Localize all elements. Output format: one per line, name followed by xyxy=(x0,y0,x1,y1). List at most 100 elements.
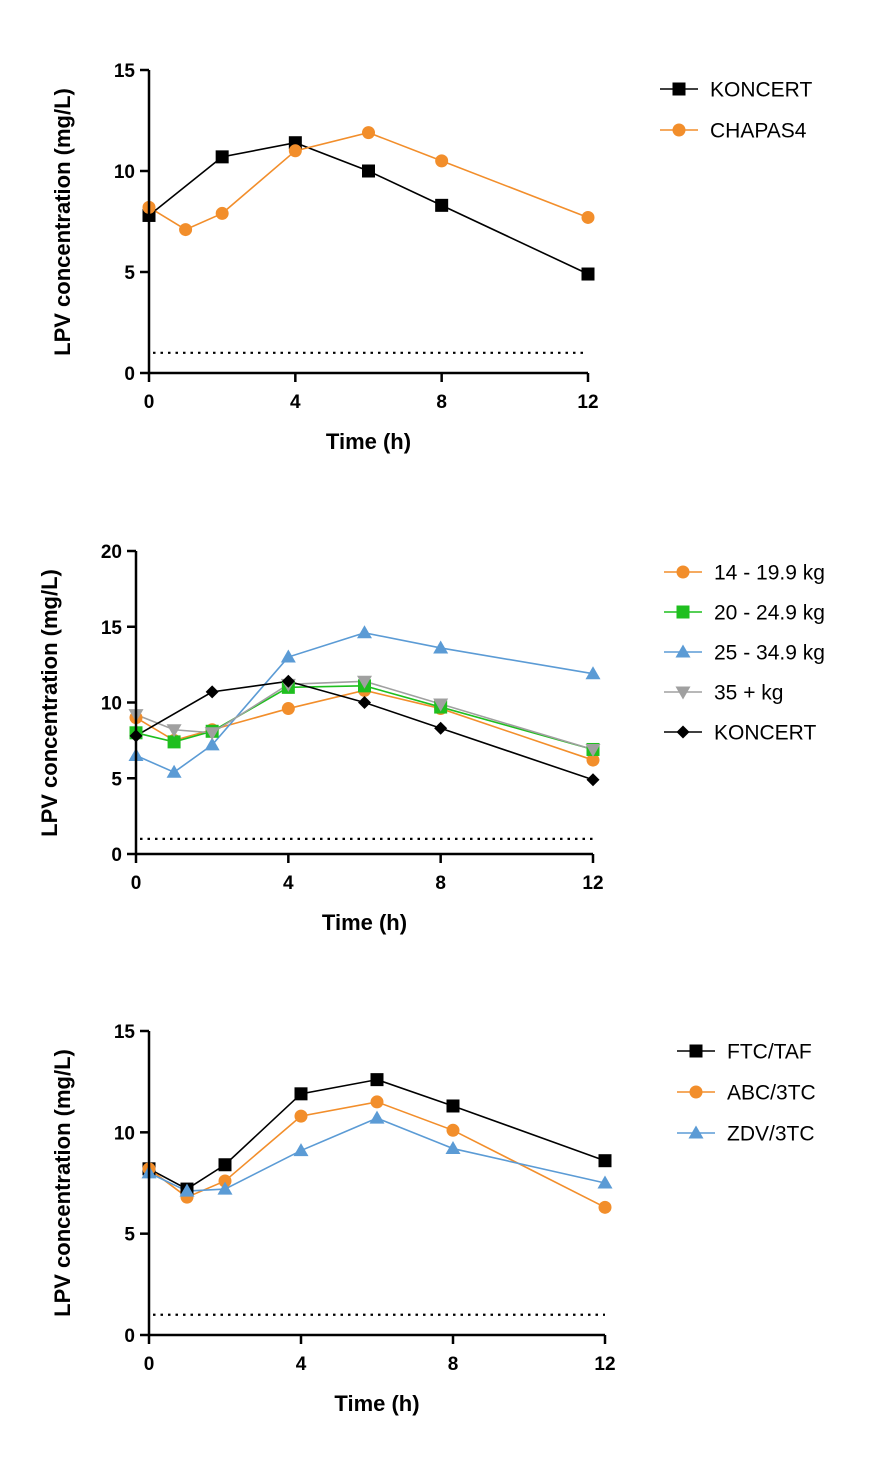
data-point-series-2 xyxy=(179,223,193,237)
legend-marker xyxy=(676,565,690,579)
series-line-3 xyxy=(148,1117,606,1192)
legend-label: 35 + kg xyxy=(714,682,783,705)
data-point-series-1 xyxy=(362,164,375,178)
y-tick-label: 0 xyxy=(111,845,122,866)
data-point-series-2 xyxy=(167,735,181,749)
y-tick-label: 5 xyxy=(124,263,135,284)
data-point-series-1 xyxy=(435,198,449,212)
x-axis-title: Time (h) xyxy=(334,1391,419,1416)
chart-panel-3: 0 5 10 15 0 4 8 12 Time (h) LPV concentration (mg… xyxy=(50,1022,816,1416)
y-tick-label: 5 xyxy=(111,769,122,790)
legend-marker xyxy=(689,1044,703,1058)
x-tick-label: 12 xyxy=(577,392,598,413)
data-point-series-1 xyxy=(218,1158,232,1172)
y-tick-label: 15 xyxy=(114,61,136,82)
data-point-series-3 xyxy=(166,764,182,778)
legend-marker xyxy=(689,1085,703,1099)
data-point-series-3 xyxy=(597,1175,613,1189)
data-point-series-1 xyxy=(598,1154,612,1168)
data-point-series-5 xyxy=(358,696,371,709)
legend: FTC/TAF ABC/3TC ZDV/3TC xyxy=(677,1041,816,1146)
x-axis-title: Time (h) xyxy=(326,429,411,454)
legend-marker xyxy=(675,644,691,658)
legend-marker xyxy=(672,123,686,137)
data-point-series-2 xyxy=(370,1095,384,1109)
x-tick-label: 4 xyxy=(283,873,294,894)
data-point-series-3 xyxy=(369,1110,385,1124)
data-point-series-5 xyxy=(586,773,600,787)
legend-marker xyxy=(675,686,691,700)
legend-marker xyxy=(676,725,690,739)
data-point-series-4 xyxy=(585,743,601,757)
data-point-series-1 xyxy=(370,1073,384,1087)
legend-label: ABC/3TC xyxy=(727,1082,816,1105)
y-axis-title: LPV concentration (mg/L) xyxy=(50,1049,75,1317)
y-axis-title: LPV concentration (mg/L) xyxy=(50,88,75,356)
x-tick-label: 8 xyxy=(448,1354,459,1375)
y-tick-label: 20 xyxy=(101,542,122,563)
legend-marker xyxy=(672,82,686,96)
data-point-series-4 xyxy=(204,727,220,741)
x-tick-label: 0 xyxy=(144,1354,155,1375)
legend-label: FTC/TAF xyxy=(727,1041,812,1064)
data-point-series-3 xyxy=(293,1143,309,1157)
data-point-series-2 xyxy=(215,206,229,220)
chart-panel-1: 0 5 10 15 0 4 8 12 Time (h) LPV concentration (mg… xyxy=(50,61,812,454)
legend-label: ZDV/3TC xyxy=(727,1123,815,1146)
y-tick-label: 0 xyxy=(124,364,135,385)
x-tick-label: 4 xyxy=(290,392,301,413)
legend: 14 - 19.9 kg 20 - 24.9 kg 25 - 34.9 kg 35 +… xyxy=(664,562,825,745)
data-point-series-5 xyxy=(205,685,219,699)
data-point-series-3 xyxy=(204,737,220,751)
data-point-series-2 xyxy=(362,126,375,140)
data-point-series-1 xyxy=(581,267,595,281)
y-tick-label: 0 xyxy=(124,1326,135,1347)
data-point-series-2 xyxy=(598,1200,612,1214)
data-point-series-2 xyxy=(581,210,595,224)
y-tick-label: 10 xyxy=(101,694,122,715)
data-point-series-3 xyxy=(585,666,601,680)
data-point-series-2 xyxy=(288,144,302,158)
y-tick-label: 10 xyxy=(114,1123,135,1144)
data-point-series-1 xyxy=(586,753,600,767)
data-point-series-4 xyxy=(357,675,372,689)
legend-marker xyxy=(676,605,690,619)
legend-label: 25 - 34.9 kg xyxy=(714,642,825,665)
x-tick-label: 0 xyxy=(131,873,142,894)
data-point-series-5 xyxy=(281,674,295,688)
data-point-series-2 xyxy=(294,1109,308,1123)
x-tick-label: 12 xyxy=(582,873,603,894)
data-point-series-2 xyxy=(218,1174,232,1188)
data-point-series-3 xyxy=(357,625,372,639)
data-point-series-5 xyxy=(434,721,448,735)
x-tick-label: 4 xyxy=(296,1354,307,1375)
y-tick-label: 15 xyxy=(114,1022,136,1043)
data-point-series-3 xyxy=(433,640,449,654)
data-point-series-4 xyxy=(433,698,449,712)
y-axis-title: LPV concentration (mg/L) xyxy=(37,569,62,837)
series-line-5 xyxy=(135,680,594,781)
data-point-series-2 xyxy=(435,154,449,168)
x-tick-label: 8 xyxy=(435,873,446,894)
y-tick-label: 10 xyxy=(114,162,135,183)
legend-label: CHAPAS4 xyxy=(710,120,807,143)
data-point-series-1 xyxy=(281,702,295,716)
legend-label: KONCERT xyxy=(714,722,816,745)
legend-label: 14 - 19.9 kg xyxy=(714,562,825,585)
x-axis-title: Time (h) xyxy=(322,910,407,935)
series-line-2 xyxy=(148,131,589,231)
y-tick-label: 5 xyxy=(124,1225,135,1246)
x-tick-label: 0 xyxy=(144,392,155,413)
data-point-series-1 xyxy=(294,1087,308,1101)
legend-marker xyxy=(688,1125,704,1139)
data-point-series-3 xyxy=(280,649,296,663)
data-point-series-1 xyxy=(215,150,229,164)
x-tick-label: 8 xyxy=(436,392,447,413)
data-point-series-2 xyxy=(446,1123,460,1137)
data-point-series-4 xyxy=(166,724,182,738)
legend-label: KONCERT xyxy=(710,79,812,102)
data-point-series-1 xyxy=(446,1099,460,1113)
series-line-1 xyxy=(148,141,589,275)
x-tick-label: 12 xyxy=(594,1354,615,1375)
